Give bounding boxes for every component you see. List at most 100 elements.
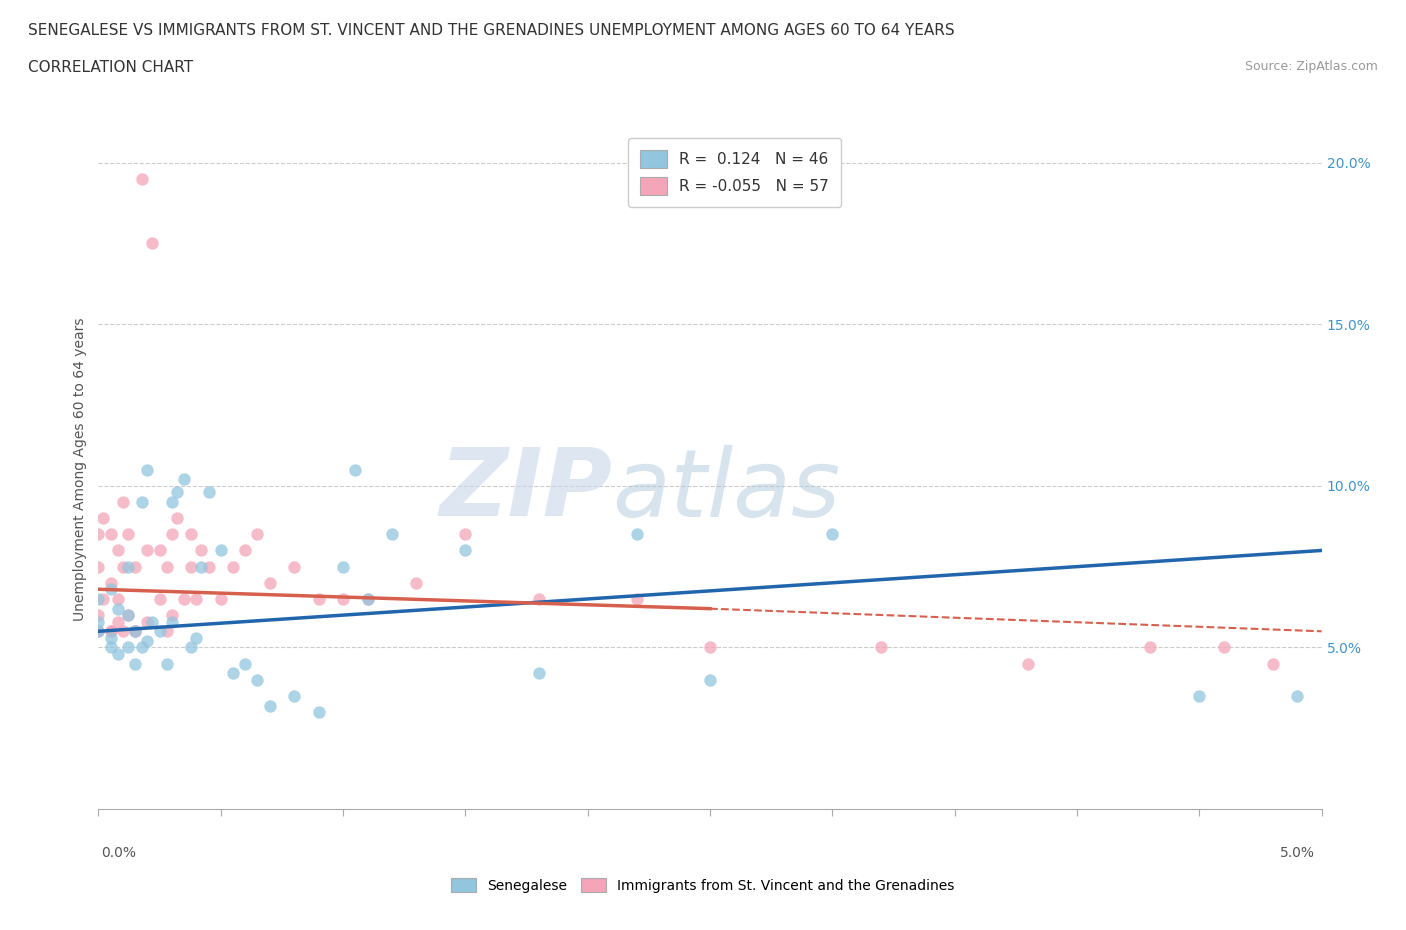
- Point: [124, 657, 146, 671]
- Point: [107, 646, 129, 661]
- Text: ZIP: ZIP: [439, 444, 612, 536]
- Point: [156, 559, 179, 574]
- Point: [870, 640, 893, 655]
- Point: [160, 607, 183, 622]
- Point: [1139, 640, 1161, 655]
- Point: [1212, 640, 1234, 655]
- Point: [131, 640, 153, 655]
- Point: [160, 527, 183, 542]
- Point: [332, 559, 354, 574]
- Point: [166, 485, 188, 499]
- Point: [283, 688, 305, 703]
- Point: [100, 624, 122, 639]
- Point: [259, 576, 281, 591]
- Point: [100, 576, 122, 591]
- Point: [87, 607, 110, 622]
- Point: [233, 543, 256, 558]
- Point: [131, 495, 153, 510]
- Point: [141, 614, 163, 629]
- Y-axis label: Unemployment Among Ages 60 to 64 years: Unemployment Among Ages 60 to 64 years: [73, 318, 87, 621]
- Point: [381, 527, 404, 542]
- Point: [197, 559, 219, 574]
- Point: [136, 543, 159, 558]
- Point: [117, 607, 139, 622]
- Point: [87, 624, 110, 639]
- Point: [197, 485, 219, 499]
- Point: [209, 591, 232, 606]
- Point: [190, 543, 212, 558]
- Point: [117, 527, 139, 542]
- Point: [136, 614, 159, 629]
- Point: [136, 633, 159, 648]
- Point: [527, 591, 550, 606]
- Point: [117, 640, 139, 655]
- Point: [131, 171, 153, 186]
- Point: [1188, 688, 1211, 703]
- Point: [222, 666, 245, 681]
- Text: CORRELATION CHART: CORRELATION CHART: [28, 60, 193, 75]
- Point: [107, 591, 129, 606]
- Point: [186, 591, 208, 606]
- Point: [190, 559, 212, 574]
- Point: [173, 591, 195, 606]
- Point: [160, 614, 183, 629]
- Text: SENEGALESE VS IMMIGRANTS FROM ST. VINCENT AND THE GRENADINES UNEMPLOYMENT AMONG : SENEGALESE VS IMMIGRANTS FROM ST. VINCEN…: [28, 23, 955, 38]
- Point: [87, 624, 110, 639]
- Point: [91, 511, 114, 525]
- Text: 0.0%: 0.0%: [101, 846, 136, 860]
- Point: [699, 672, 721, 687]
- Point: [283, 559, 305, 574]
- Point: [166, 511, 188, 525]
- Point: [100, 640, 122, 655]
- Legend: Senegalese, Immigrants from St. Vincent and the Grenadines: Senegalese, Immigrants from St. Vincent …: [444, 871, 962, 900]
- Point: [111, 624, 134, 639]
- Point: [107, 614, 129, 629]
- Point: [111, 495, 134, 510]
- Point: [117, 559, 139, 574]
- Point: [124, 559, 146, 574]
- Point: [246, 672, 269, 687]
- Point: [87, 559, 110, 574]
- Point: [149, 591, 172, 606]
- Point: [821, 527, 844, 542]
- Point: [107, 543, 129, 558]
- Point: [699, 640, 721, 655]
- Point: [87, 614, 110, 629]
- Point: [107, 601, 129, 616]
- Point: [356, 591, 378, 606]
- Point: [91, 591, 114, 606]
- Point: [454, 543, 477, 558]
- Point: [87, 527, 110, 542]
- Text: 5.0%: 5.0%: [1279, 846, 1315, 860]
- Point: [1017, 657, 1039, 671]
- Point: [156, 624, 179, 639]
- Point: [1261, 657, 1284, 671]
- Point: [141, 236, 163, 251]
- Point: [136, 462, 159, 477]
- Point: [111, 559, 134, 574]
- Text: Source: ZipAtlas.com: Source: ZipAtlas.com: [1244, 60, 1378, 73]
- Point: [186, 631, 208, 645]
- Point: [149, 624, 172, 639]
- Point: [209, 543, 232, 558]
- Point: [124, 624, 146, 639]
- Point: [356, 591, 378, 606]
- Point: [1286, 688, 1309, 703]
- Point: [156, 657, 179, 671]
- Point: [160, 495, 183, 510]
- Point: [405, 576, 427, 591]
- Legend: R =  0.124   N = 46, R = -0.055   N = 57: R = 0.124 N = 46, R = -0.055 N = 57: [627, 138, 841, 206]
- Point: [454, 527, 477, 542]
- Point: [527, 666, 550, 681]
- Point: [626, 591, 648, 606]
- Point: [308, 591, 330, 606]
- Point: [87, 591, 110, 606]
- Point: [180, 640, 202, 655]
- Point: [344, 462, 367, 477]
- Point: [117, 607, 139, 622]
- Point: [149, 543, 172, 558]
- Point: [100, 631, 122, 645]
- Point: [100, 527, 122, 542]
- Point: [173, 472, 195, 486]
- Point: [124, 624, 146, 639]
